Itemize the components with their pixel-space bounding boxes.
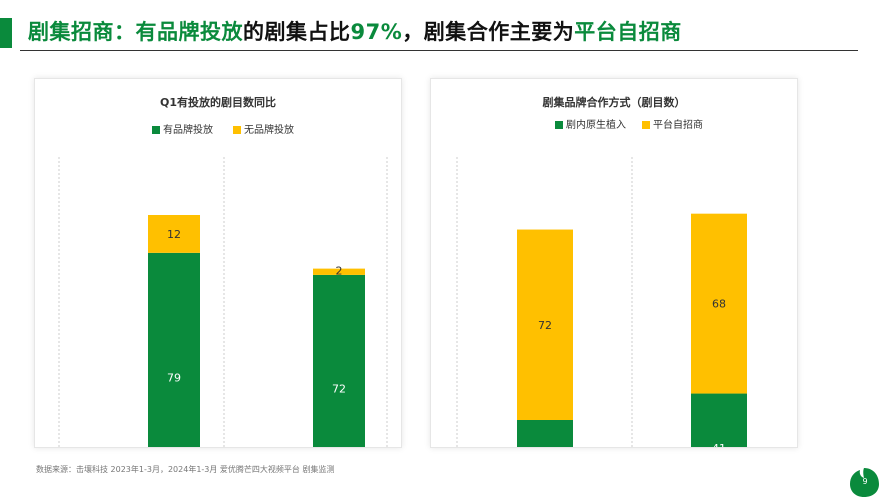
title-part-5: 平台自招商 (574, 20, 682, 44)
page-title: 剧集招商：有品牌投放的剧集占比97%，剧集合作主要为平台自招商 (28, 16, 682, 46)
title-part-1: 剧集招商：有品牌投放 (28, 20, 243, 44)
page-number: 9 (862, 477, 868, 486)
legend-label-1: 剧内原生植入 (566, 118, 626, 131)
data-label-1-2: 72 (332, 382, 346, 395)
legend-swatch-2 (233, 126, 241, 134)
title-part-3: 97% (350, 20, 403, 44)
chart-cooperation-mode-svg: 剧集品牌合作方式（剧目数）剧内原生植入平台自招商31722023年Q141682… (456, 95, 747, 447)
page-badge-leaf-icon (850, 468, 879, 497)
bar-2-1 (148, 215, 200, 253)
data-label-1-1: 79 (167, 371, 181, 384)
chart-panel-drama-count: Q1有投放的剧目数同比有品牌投放无品牌投放79122023年Q17222024年… (34, 78, 402, 448)
title-accent-bar (0, 18, 12, 48)
chart-title: Q1有投放的剧目数同比 (160, 95, 276, 109)
bar-1-1 (517, 420, 573, 447)
data-label-2-1: 72 (538, 319, 552, 332)
data-label-2-1: 12 (167, 228, 181, 241)
source-footnote: 数据来源：击壤科技 2023年1-3月，2024年1-3月 爱优腾芒四大视频平台… (36, 465, 335, 474)
bar-2-2 (313, 268, 365, 275)
data-label-1-2: 41 (712, 442, 726, 447)
bar-1-2 (691, 393, 747, 447)
bar-1-2 (313, 274, 365, 447)
chart-title: 剧集品牌合作方式（剧目数） (543, 95, 686, 109)
bar-2-1 (517, 229, 573, 420)
bar-1-1 (148, 252, 200, 447)
legend-label-2: 平台自招商 (653, 118, 703, 131)
title-divider (20, 50, 858, 51)
legend-label-2: 无品牌投放 (244, 123, 294, 136)
data-label-2-2: 2 (336, 265, 343, 278)
legend-label-1: 有品牌投放 (163, 123, 213, 136)
bar-2-2 (691, 213, 747, 394)
data-label-2-2: 68 (712, 298, 726, 311)
title-part-4: ，剧集合作主要为 (402, 20, 575, 44)
chart-panel-cooperation-mode: 剧集品牌合作方式（剧目数）剧内原生植入平台自招商31722023年Q141682… (430, 78, 798, 448)
legend-swatch-2 (642, 121, 650, 129)
legend-swatch-1 (152, 126, 160, 134)
legend-swatch-1 (555, 121, 563, 129)
title-part-2: 的剧集占比 (243, 20, 351, 44)
chart-drama-count-svg: Q1有投放的剧目数同比有品牌投放无品牌投放79122023年Q17222024年… (58, 95, 388, 447)
